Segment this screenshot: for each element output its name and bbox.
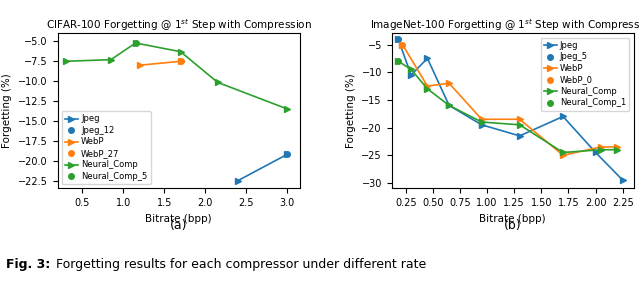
Y-axis label: Forgetting (%): Forgetting (%): [346, 74, 356, 148]
Text: Forgetting results for each compressor under different rate: Forgetting results for each compressor u…: [52, 258, 427, 271]
Text: Fig. 3:: Fig. 3:: [6, 258, 51, 271]
X-axis label: Bitrate (bpp): Bitrate (bpp): [145, 214, 212, 224]
Text: (a): (a): [170, 219, 188, 232]
Text: (b): (b): [504, 219, 522, 232]
Title: CIFAR-100 Forgetting @ 1$^{st}$ Step with Compression: CIFAR-100 Forgetting @ 1$^{st}$ Step wit…: [45, 17, 312, 33]
Legend: Jpeg, Jpeg_12, WebP, WebP_27, Neural_Comp, Neural_Comp_5: Jpeg, Jpeg_12, WebP, WebP_27, Neural_Com…: [62, 111, 150, 184]
X-axis label: Bitrate (bpp): Bitrate (bpp): [479, 214, 546, 224]
Legend: Jpeg, Jpeg_5, WebP, WebP_0, Neural_Comp, Neural_Comp_1: Jpeg, Jpeg_5, WebP, WebP_0, Neural_Comp,…: [541, 38, 629, 111]
Y-axis label: Forgetting (%): Forgetting (%): [3, 74, 12, 148]
Title: ImageNet-100 Forgetting @ 1$^{st}$ Step with Compression: ImageNet-100 Forgetting @ 1$^{st}$ Step …: [370, 17, 640, 33]
